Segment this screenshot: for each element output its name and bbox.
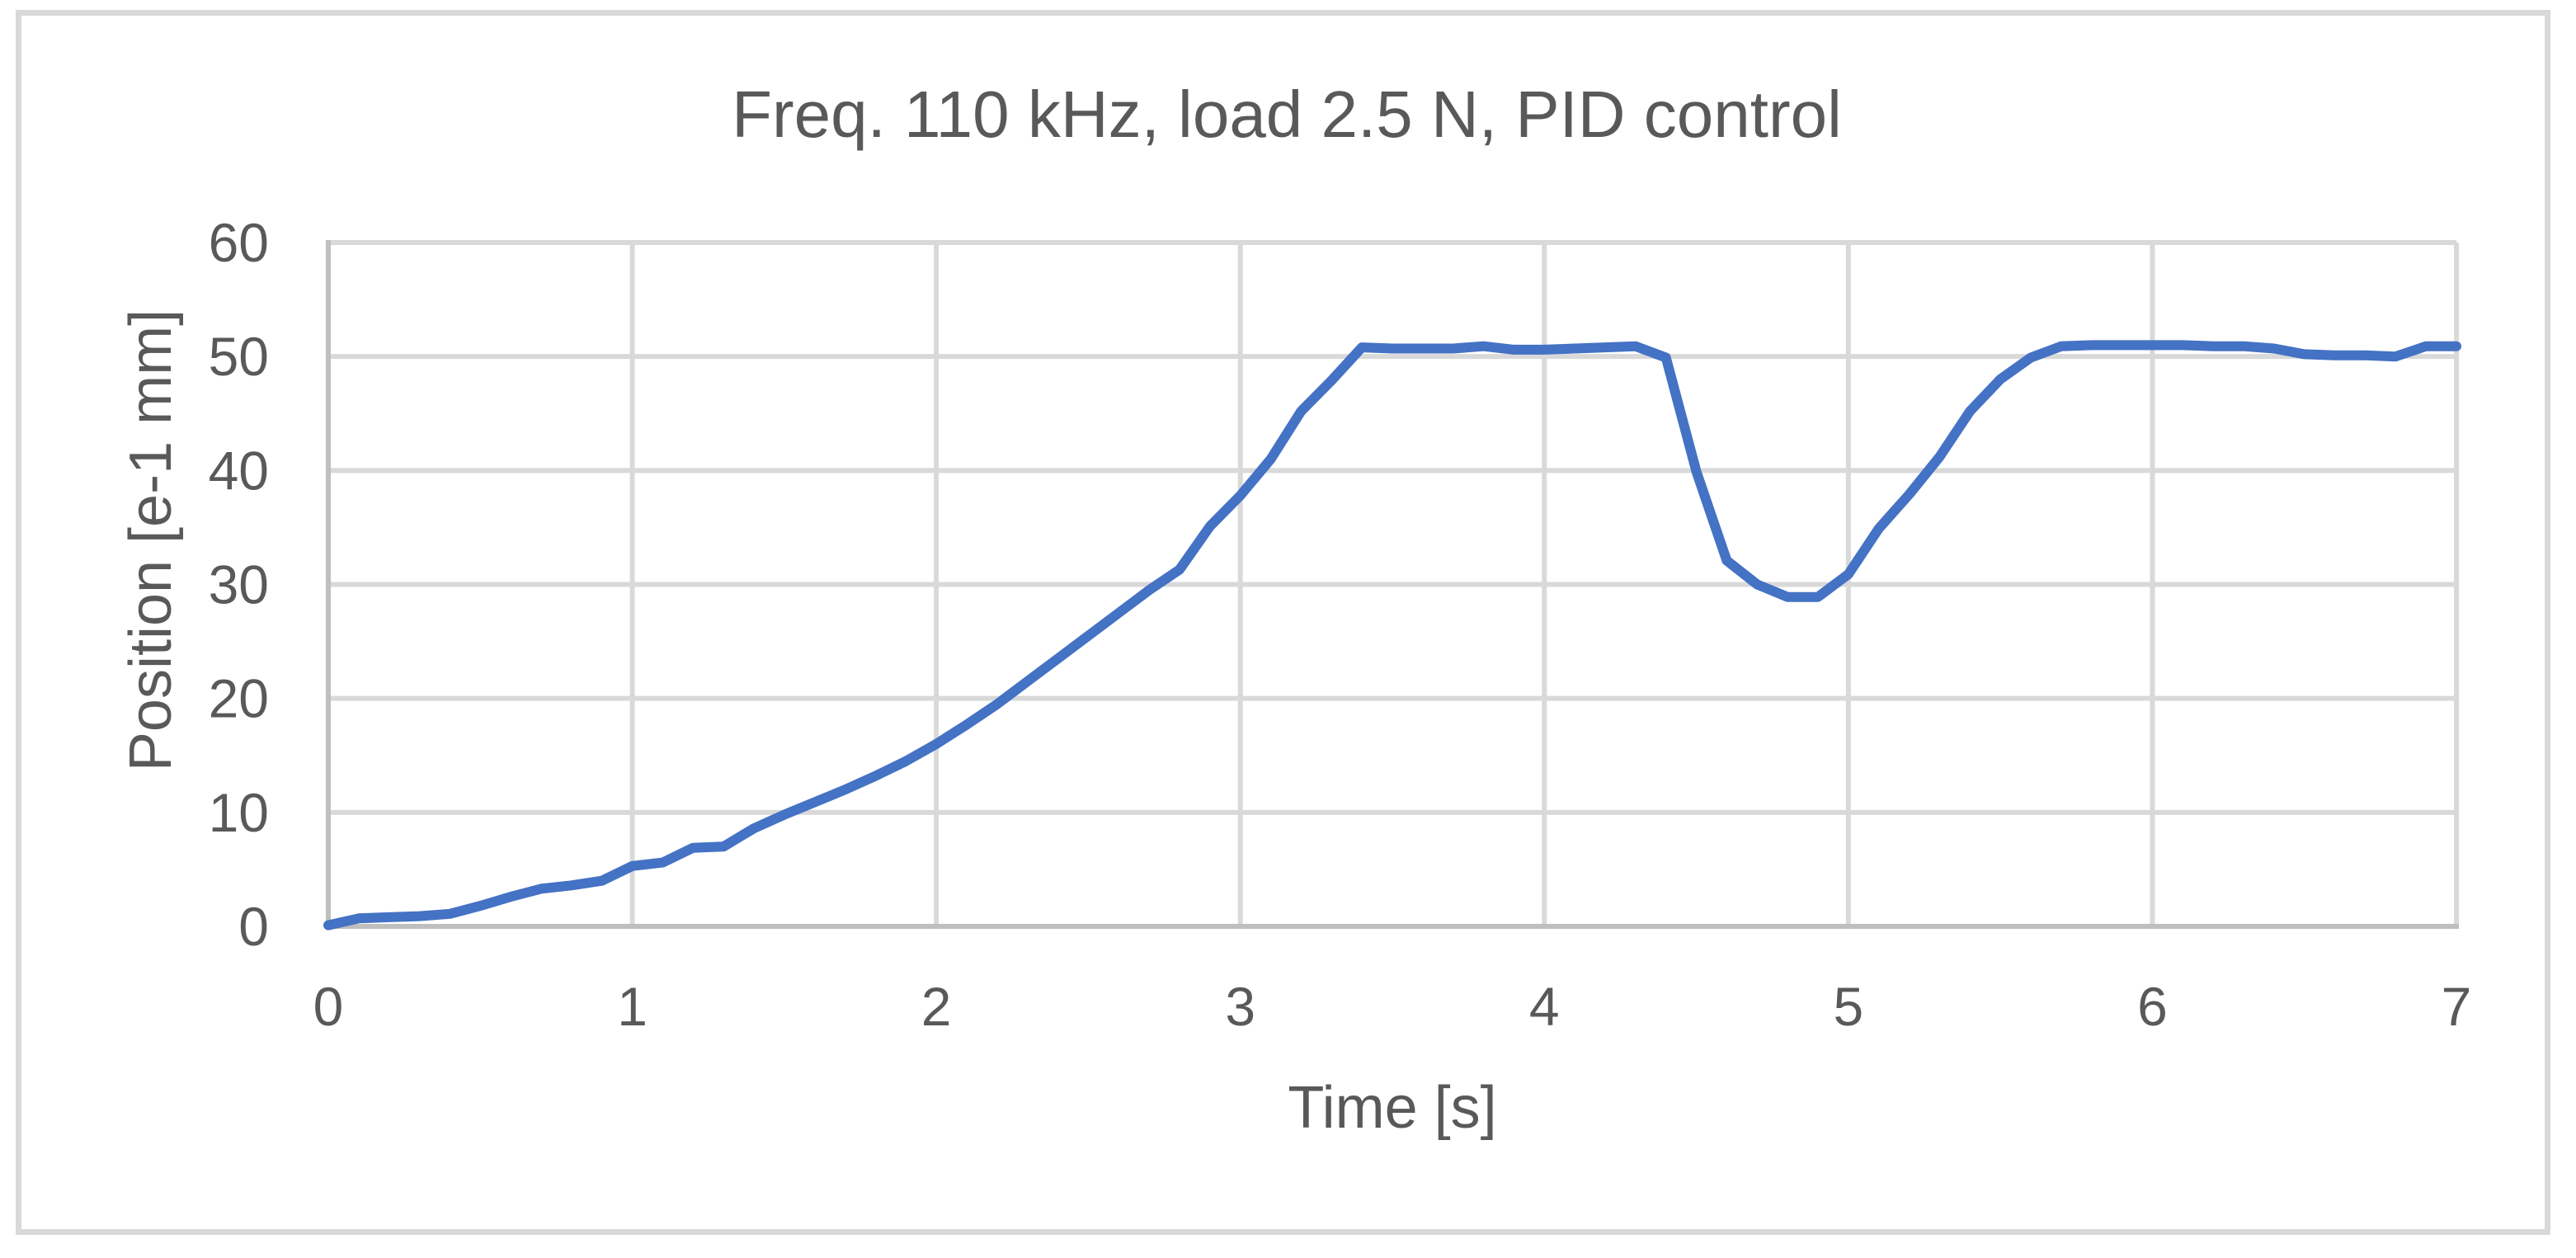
y-tick-label: 10: [209, 782, 269, 843]
x-tick-label: 6: [2137, 976, 2168, 1037]
y-axis-label: Position [e-1 mm]: [118, 309, 184, 771]
x-tick-label: 0: [313, 976, 344, 1037]
y-tick-labels: 0 10 20 30 40 50 60: [209, 212, 269, 957]
series-line-position: [323, 340, 2461, 931]
x-tick-label: 5: [1833, 976, 1863, 1037]
x-tick-label: 3: [1225, 976, 1255, 1037]
x-tick-label: 2: [921, 976, 952, 1037]
y-tick-label: 20: [209, 668, 269, 729]
y-tick-label: 30: [209, 554, 269, 615]
chart-title: Freq. 110 kHz, load 2.5 N, PID control: [732, 78, 1842, 151]
x-tick-label: 4: [1529, 976, 1560, 1037]
y-tick-label: 40: [209, 440, 269, 501]
chart-frame: [16, 10, 2550, 1235]
x-tick-labels: 0 1 2 3 4 5 6 7: [313, 976, 2472, 1037]
x-tick-label: 1: [617, 976, 648, 1037]
x-axis-label: Time [s]: [1288, 1075, 1496, 1141]
axes: [326, 240, 2459, 929]
y-tick-label: 60: [209, 212, 269, 273]
y-tick-label: 50: [209, 326, 269, 387]
gridlines: [328, 240, 2459, 926]
y-tick-label: 0: [238, 896, 269, 957]
x-tick-label: 7: [2442, 976, 2472, 1037]
